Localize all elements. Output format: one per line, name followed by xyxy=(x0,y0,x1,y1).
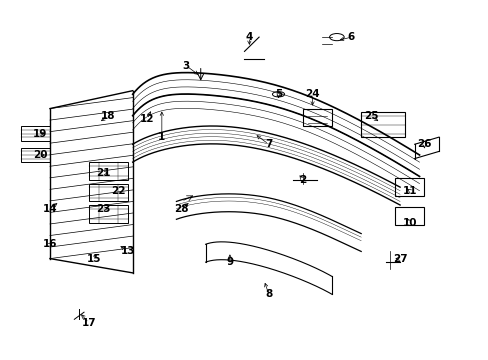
Text: 10: 10 xyxy=(402,218,416,228)
Text: 18: 18 xyxy=(101,111,115,121)
Text: 19: 19 xyxy=(33,129,47,139)
Text: 13: 13 xyxy=(121,247,135,256)
Text: 14: 14 xyxy=(42,203,57,213)
Text: 6: 6 xyxy=(347,32,354,42)
Bar xyxy=(394,178,424,196)
Text: 9: 9 xyxy=(226,257,233,267)
Text: 26: 26 xyxy=(416,139,431,149)
Text: 23: 23 xyxy=(96,203,110,213)
Text: 8: 8 xyxy=(264,289,272,299)
Text: 3: 3 xyxy=(182,61,189,71)
Text: 21: 21 xyxy=(96,168,110,178)
Bar xyxy=(21,148,50,162)
Bar xyxy=(89,184,127,202)
Text: 7: 7 xyxy=(264,139,272,149)
Text: 16: 16 xyxy=(42,239,57,249)
Text: 2: 2 xyxy=(299,175,306,185)
Text: 15: 15 xyxy=(86,253,101,264)
Text: 5: 5 xyxy=(274,89,282,99)
Text: 12: 12 xyxy=(140,114,154,124)
Bar xyxy=(21,126,50,141)
Text: 27: 27 xyxy=(392,253,407,264)
Text: 1: 1 xyxy=(158,132,165,142)
Text: 28: 28 xyxy=(174,203,188,213)
Text: 22: 22 xyxy=(111,186,125,196)
Text: 24: 24 xyxy=(305,89,319,99)
Text: 20: 20 xyxy=(33,150,47,160)
Bar xyxy=(394,207,424,225)
Bar xyxy=(89,205,127,223)
Text: 11: 11 xyxy=(402,186,416,196)
Text: 25: 25 xyxy=(363,111,377,121)
Text: 4: 4 xyxy=(245,32,252,42)
Text: 17: 17 xyxy=(81,318,96,328)
Bar xyxy=(89,162,127,180)
